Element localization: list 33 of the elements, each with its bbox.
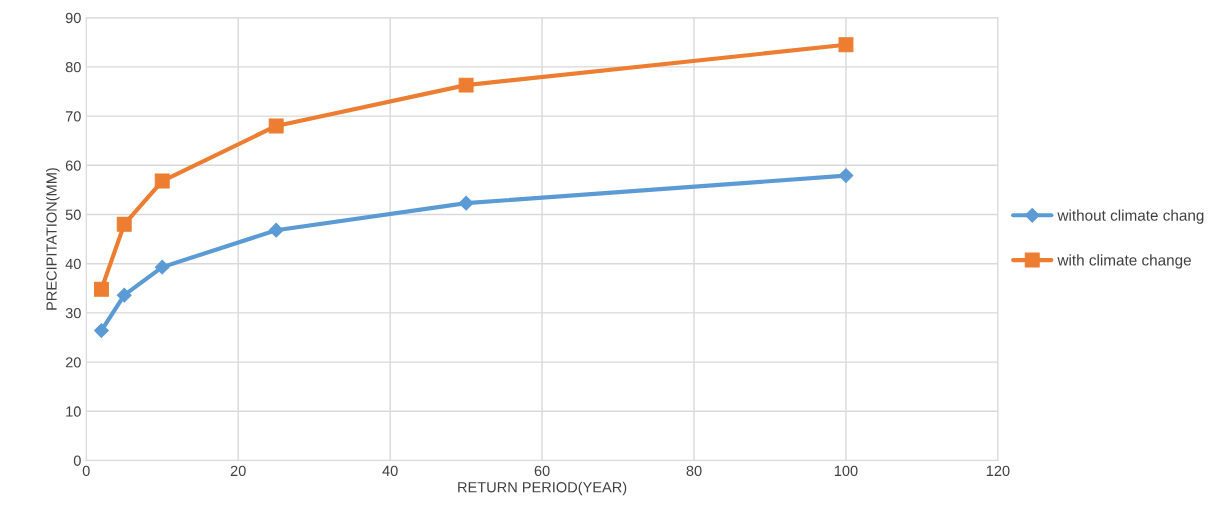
x-tick-label: 120: [986, 465, 1010, 477]
y-tick-label: 40: [65, 258, 81, 270]
y-tick-label: 20: [65, 357, 81, 368]
point: [154, 259, 170, 275]
point: [268, 222, 284, 238]
x-tick-label: 40: [382, 465, 398, 477]
x-tick-label: 60: [534, 465, 550, 477]
y-tick-label: 90: [65, 12, 81, 24]
point: [458, 77, 474, 93]
point: [116, 216, 132, 232]
x-tick-label: 80: [686, 465, 702, 477]
point: [458, 195, 474, 211]
point: [838, 168, 854, 184]
point: [93, 281, 109, 297]
point: [838, 37, 854, 53]
y-tick-label: 80: [65, 62, 81, 73]
x-tick-label: 100: [834, 465, 858, 477]
point: [268, 118, 284, 134]
x-tick-label: 20: [230, 465, 246, 477]
x-tick-label: 0: [82, 465, 90, 477]
x-axis-title: RETURN PERIOD(YEAR): [458, 481, 627, 496]
y-tick-label: 60: [65, 160, 81, 171]
point: [116, 287, 132, 303]
point: [94, 323, 109, 338]
y-tick-label: 0: [73, 455, 81, 466]
y-tick-label: 30: [65, 307, 81, 319]
y-tick-label: 70: [65, 111, 81, 122]
y-tick-label: 50: [65, 209, 81, 220]
y-axis-title: PRECIPITATION(MM): [46, 168, 60, 310]
y-tick-label: 10: [66, 406, 81, 417]
legend-label: with climate change: [1057, 254, 1191, 269]
legend-label: without climate chang: [1057, 209, 1204, 224]
point: [154, 173, 170, 189]
